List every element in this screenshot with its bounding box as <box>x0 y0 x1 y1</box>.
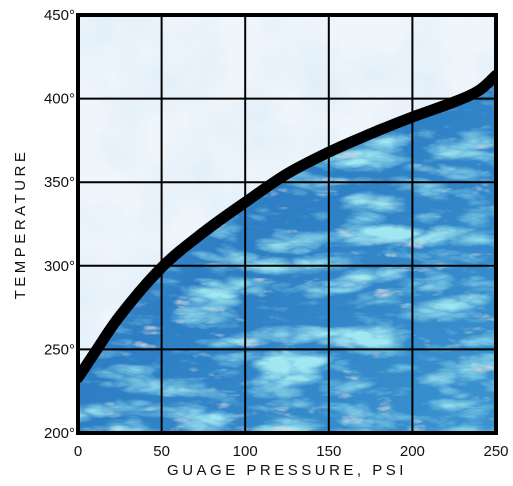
y-tick-label: 250° <box>44 341 75 358</box>
y-tick-label: 200° <box>44 425 75 442</box>
y-tick-label: 350° <box>44 174 75 191</box>
x-axis-ticks: 0 50 100 150 200 250 <box>74 443 509 460</box>
x-axis-label: GUAGE PRESSURE, PSI <box>167 462 407 479</box>
y-tick-label: 450° <box>44 7 75 24</box>
x-tick-label: 100 <box>233 443 258 460</box>
y-axis-label: TEMPERATURE <box>12 149 29 300</box>
y-axis-ticks: 200° 250° 300° 350° 400° 450° <box>44 7 75 442</box>
x-tick-label: 50 <box>153 443 170 460</box>
y-tick-label: 300° <box>44 258 75 275</box>
y-tick-label: 400° <box>44 91 75 108</box>
x-tick-label: 250 <box>483 443 508 460</box>
x-tick-label: 200 <box>400 443 425 460</box>
x-tick-label: 150 <box>316 443 341 460</box>
x-tick-label: 0 <box>74 443 82 460</box>
